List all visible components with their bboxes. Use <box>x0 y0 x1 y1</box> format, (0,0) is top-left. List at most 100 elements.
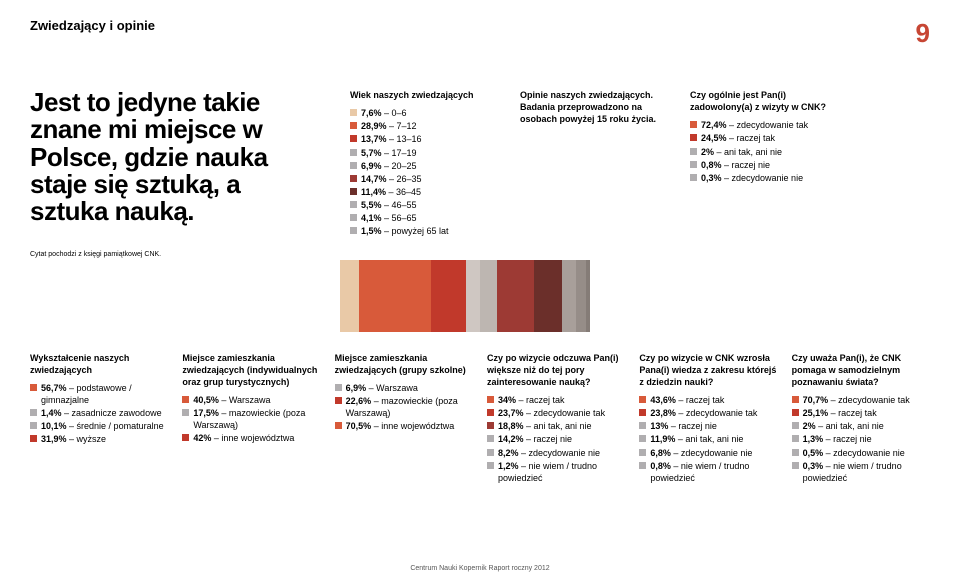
legend-text: 17,5% – mazowieckie (poza Warszawą) <box>193 407 320 431</box>
residence-indiv-block: Miejsce zamieszkania zwiedzających (indy… <box>182 352 320 485</box>
swatch-icon <box>792 396 799 403</box>
swatch-icon <box>350 122 357 129</box>
swatch-icon <box>690 148 697 155</box>
legend-item: 7,6% – 0–6 <box>350 107 500 119</box>
legend-text: 5,5% – 46–55 <box>361 199 417 211</box>
opinions-intro-title: Opinie naszych zwiedzających. Badania pr… <box>520 89 670 125</box>
legend-text: 13% – raczej nie <box>650 420 717 432</box>
section-title: Zwiedzający i opinie <box>30 18 155 33</box>
swatch-icon <box>335 384 342 391</box>
age-legend: 7,6% – 0–628,9% – 7–1213,7% – 13–16 5,7% … <box>350 107 500 237</box>
legend-text: 2% – ani tak, ani nie <box>803 420 884 432</box>
swatch-icon <box>690 134 697 141</box>
swatch-icon <box>350 175 357 182</box>
swatch-icon <box>350 109 357 116</box>
legend-text: 0,8% – raczej nie <box>701 159 770 171</box>
legend-text: 72,4% – zdecydowanie tak <box>701 119 808 131</box>
legend-item: 1,4% – zasadnicze zawodowe <box>30 407 168 419</box>
swatch-icon <box>792 462 799 469</box>
legend-text: 13,7% – 13–16 <box>361 133 422 145</box>
education-legend: 56,7% – podstawowe / gimnazjalne1,4% – z… <box>30 382 168 446</box>
satisfaction-block: Czy ogólnie jest Pan(i) zadowolony(a) z … <box>690 89 850 239</box>
legend-text: 70,7% – zdecydowanie tak <box>803 394 910 406</box>
header: Zwiedzający i opinie 9 <box>30 18 930 49</box>
legend-text: 24,5% – raczej tak <box>701 132 775 144</box>
legend-item: 5,5% – 46–55 <box>350 199 500 211</box>
swatch-icon <box>792 449 799 456</box>
selflearn-title: Czy uważa Pan(i), że CNK pomaga w samodz… <box>792 352 930 388</box>
legend-item: 43,6% – raczej tak <box>639 394 777 406</box>
age-title: Wiek naszych zwiedzających <box>350 89 500 101</box>
legend-text: 31,9% – wyższe <box>41 433 106 445</box>
legend-item: 25,1% – raczej tak <box>792 407 930 419</box>
page-number: 9 <box>916 18 930 49</box>
legend-item: 42% – inne województwa <box>182 432 320 444</box>
residence-school-block: Miejsce zamieszkania zwiedzających (grup… <box>335 352 473 485</box>
legend-text: 14,7% – 26–35 <box>361 173 422 185</box>
legend-item: 56,7% – podstawowe / gimnazjalne <box>30 382 168 406</box>
age-chart-strip <box>340 260 590 332</box>
legend-item: 8,2% – zdecydowanie nie <box>487 447 625 459</box>
legend-text: 6,9% – 20–25 <box>361 160 417 172</box>
legend-item: 0,3% – zdecydowanie nie <box>690 172 850 184</box>
legend-item: 22,6% – mazowieckie (poza Warszawą) <box>335 395 473 419</box>
legend-text: 6,9% – Warszawa <box>346 382 418 394</box>
opinions-intro: Opinie naszych zwiedzających. Badania pr… <box>520 89 670 239</box>
legend-text: 10,1% – średnie / pomaturalne <box>41 420 164 432</box>
legend-item: 70,7% – zdecydowanie tak <box>792 394 930 406</box>
selflearn-block: Czy uważa Pan(i), że CNK pomaga w samodz… <box>792 352 930 485</box>
swatch-icon <box>350 162 357 169</box>
residence-indiv-legend: 40,5% – Warszawa17,5% – mazowieckie (poz… <box>182 394 320 445</box>
swatch-icon <box>487 449 494 456</box>
swatch-icon <box>690 161 697 168</box>
swatch-icon <box>792 409 799 416</box>
legend-item: 70,5% – inne województwa <box>335 420 473 432</box>
chart-band <box>466 260 480 332</box>
swatch-icon <box>487 435 494 442</box>
legend-text: 18,8% – ani tak, ani nie <box>498 420 592 432</box>
knowledge-block: Czy po wizycie w CNK wzrosła Pana(i) wie… <box>639 352 777 485</box>
interest-title: Czy po wizycie odczuwa Pan(i) większe ni… <box>487 352 625 388</box>
legend-text: 40,5% – Warszawa <box>193 394 270 406</box>
legend-text: 43,6% – raczej tak <box>650 394 724 406</box>
swatch-icon <box>335 422 342 429</box>
swatch-icon <box>30 409 37 416</box>
legend-item: 31,9% – wyższe <box>30 433 168 445</box>
swatch-icon <box>487 396 494 403</box>
legend-text: 42% – inne województwa <box>193 432 294 444</box>
legend-item: 14,2% – raczej nie <box>487 433 625 445</box>
legend-text: 28,9% – 7–12 <box>361 120 417 132</box>
residence-school-title: Miejsce zamieszkania zwiedzających (grup… <box>335 352 473 376</box>
legend-item: 17,5% – mazowieckie (poza Warszawą) <box>182 407 320 431</box>
legend-item: 14,7% – 26–35 <box>350 173 500 185</box>
swatch-icon <box>350 135 357 142</box>
legend-text: 4,1% – 56–65 <box>361 212 417 224</box>
legend-text: 25,1% – raczej tak <box>803 407 877 419</box>
legend-item: 1,5% – powyżej 65 lat <box>350 225 500 237</box>
swatch-icon <box>639 462 646 469</box>
legend-text: 5,7% – 17–19 <box>361 147 417 159</box>
swatch-icon <box>30 435 37 442</box>
legend-text: 11,9% – ani tak, ani nie <box>650 433 743 445</box>
chart-band <box>534 260 563 332</box>
swatch-icon <box>182 409 189 416</box>
legend-item: 23,7% – zdecydowanie tak <box>487 407 625 419</box>
legend-item: 11,4% – 36–45 <box>350 186 500 198</box>
legend-text: 1,2% – nie wiem / trudno powiedzieć <box>498 460 625 484</box>
swatch-icon <box>350 227 357 234</box>
legend-text: 8,2% – zdecydowanie nie <box>498 447 600 459</box>
legend-text: 14,2% – raczej nie <box>498 433 572 445</box>
legend-text: 23,7% – zdecydowanie tak <box>498 407 605 419</box>
swatch-icon <box>335 397 342 404</box>
legend-item: 11,9% – ani tak, ani nie <box>639 433 777 445</box>
legend-item: 6,8% – zdecydowanie nie <box>639 447 777 459</box>
legend-item: 18,8% – ani tak, ani nie <box>487 420 625 432</box>
satisfaction-title: Czy ogólnie jest Pan(i) zadowolony(a) z … <box>690 89 850 113</box>
legend-text: 0,5% – zdecydowanie nie <box>803 447 905 459</box>
legend-text: 1,4% – zasadnicze zawodowe <box>41 407 162 419</box>
legend-item: 1,2% – nie wiem / trudno powiedzieć <box>487 460 625 484</box>
legend-text: 1,5% – powyżej 65 lat <box>361 225 449 237</box>
chart-band <box>586 260 590 332</box>
swatch-icon <box>639 409 646 416</box>
chart-band <box>431 260 465 332</box>
